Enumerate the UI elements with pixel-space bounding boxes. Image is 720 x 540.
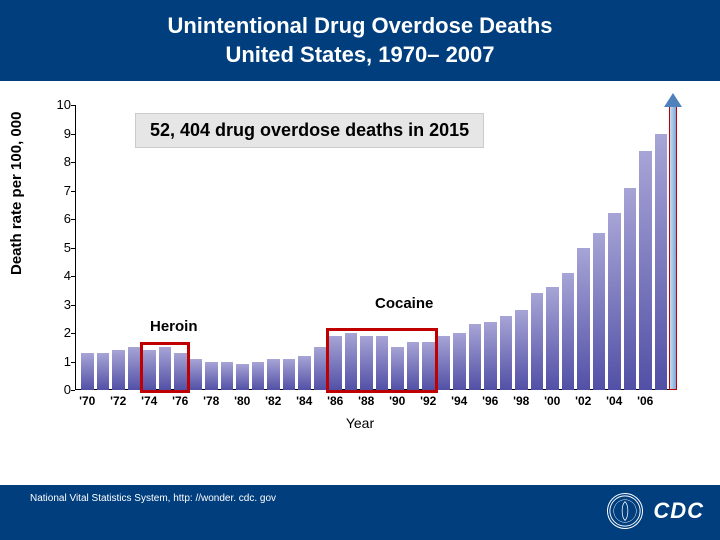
y-tick-label: 7 — [47, 183, 71, 198]
x-axis-label: Year — [30, 415, 690, 431]
bar — [531, 293, 544, 390]
cocaine-label: Cocaine — [375, 295, 433, 312]
bar — [407, 342, 420, 390]
bar — [453, 333, 466, 390]
bar — [128, 347, 141, 390]
x-tick-label: '84 — [296, 394, 312, 408]
y-tick-mark — [71, 276, 75, 277]
x-tick-label: '86 — [327, 394, 343, 408]
bar — [329, 336, 342, 390]
y-tick-label: 8 — [47, 154, 71, 169]
bar — [143, 350, 156, 390]
bar — [577, 248, 590, 391]
bar — [484, 322, 497, 390]
bar — [283, 359, 296, 390]
bar — [174, 353, 187, 390]
bar — [624, 188, 637, 390]
title-line-2: United States, 1970– 2007 — [20, 41, 700, 70]
y-axis-label: Death rate per 100, 000 — [8, 112, 25, 275]
x-tick-label: '76 — [172, 394, 188, 408]
x-tick-label: '90 — [389, 394, 405, 408]
chart-area: Death rate per 100, 000 52, 404 drug ove… — [30, 95, 690, 445]
x-tick-label: '82 — [265, 394, 281, 408]
x-tick-label: '94 — [451, 394, 467, 408]
bar — [376, 336, 389, 390]
bar — [314, 347, 327, 390]
y-tick-label: 3 — [47, 297, 71, 312]
x-tick-label: '74 — [141, 394, 157, 408]
x-tick-label: '78 — [203, 394, 219, 408]
x-tick-label: '80 — [234, 394, 250, 408]
x-tick-label: '06 — [637, 394, 653, 408]
bar — [562, 273, 575, 390]
slide: Unintentional Drug Overdose Deaths Unite… — [0, 0, 720, 540]
x-tick-label: '92 — [420, 394, 436, 408]
y-tick-mark — [71, 134, 75, 135]
bar — [546, 287, 559, 390]
title-line-1: Unintentional Drug Overdose Deaths — [20, 12, 700, 41]
y-axis-line — [75, 105, 76, 390]
x-tick-label: '98 — [513, 394, 529, 408]
y-tick-mark — [71, 248, 75, 249]
title-bar: Unintentional Drug Overdose Deaths Unite… — [0, 0, 720, 81]
callout-2015: 52, 404 drug overdose deaths in 2015 — [135, 113, 484, 148]
y-tick-mark — [71, 333, 75, 334]
bar — [655, 134, 668, 391]
footer: National Vital Statistics System, http: … — [0, 485, 720, 540]
bar — [81, 353, 94, 390]
y-tick-label: 0 — [47, 382, 71, 397]
bar — [112, 350, 125, 390]
bar — [500, 316, 513, 390]
bar — [252, 362, 265, 391]
bar — [360, 336, 373, 390]
bar — [97, 353, 110, 390]
bar — [515, 310, 528, 390]
bar — [159, 347, 172, 390]
heroin-label: Heroin — [150, 318, 198, 335]
bar — [190, 359, 203, 390]
bar — [469, 324, 482, 390]
x-tick-label: '88 — [358, 394, 374, 408]
y-tick-mark — [71, 191, 75, 192]
bar — [593, 233, 606, 390]
x-tick-label: '02 — [575, 394, 591, 408]
bar — [438, 336, 451, 390]
bar — [391, 347, 404, 390]
bar — [236, 364, 249, 390]
y-tick-label: 5 — [47, 240, 71, 255]
bar — [298, 356, 311, 390]
bar — [205, 362, 218, 391]
footer-source: National Vital Statistics System, http: … — [30, 493, 276, 504]
bar — [639, 151, 652, 390]
arrow-stem — [669, 100, 677, 390]
y-tick-mark — [71, 105, 75, 106]
bar — [221, 362, 234, 391]
bar — [422, 342, 435, 390]
y-tick-mark — [71, 219, 75, 220]
y-tick-mark — [71, 390, 75, 391]
y-tick-label: 6 — [47, 211, 71, 226]
bar — [608, 213, 621, 390]
arrow-head-icon — [664, 93, 682, 107]
y-tick-label: 9 — [47, 126, 71, 141]
bar — [267, 359, 280, 390]
x-tick-label: '04 — [606, 394, 622, 408]
y-tick-label: 10 — [47, 97, 71, 112]
callout-text: 52, 404 drug overdose deaths in 2015 — [150, 120, 469, 140]
y-tick-label: 2 — [47, 325, 71, 340]
y-tick-mark — [71, 305, 75, 306]
bar — [345, 333, 358, 390]
y-tick-label: 4 — [47, 268, 71, 283]
hhs-seal-icon — [607, 493, 643, 529]
x-tick-label: '70 — [79, 394, 95, 408]
y-tick-mark — [71, 162, 75, 163]
footer-logos: CDC — [607, 493, 704, 529]
cdc-logo-text: CDC — [653, 498, 704, 524]
y-tick-label: 1 — [47, 354, 71, 369]
x-tick-label: '96 — [482, 394, 498, 408]
x-tick-label: '00 — [544, 394, 560, 408]
x-tick-label: '72 — [110, 394, 126, 408]
plot: 52, 404 drug overdose deaths in 2015 Her… — [75, 105, 670, 390]
y-tick-mark — [71, 362, 75, 363]
